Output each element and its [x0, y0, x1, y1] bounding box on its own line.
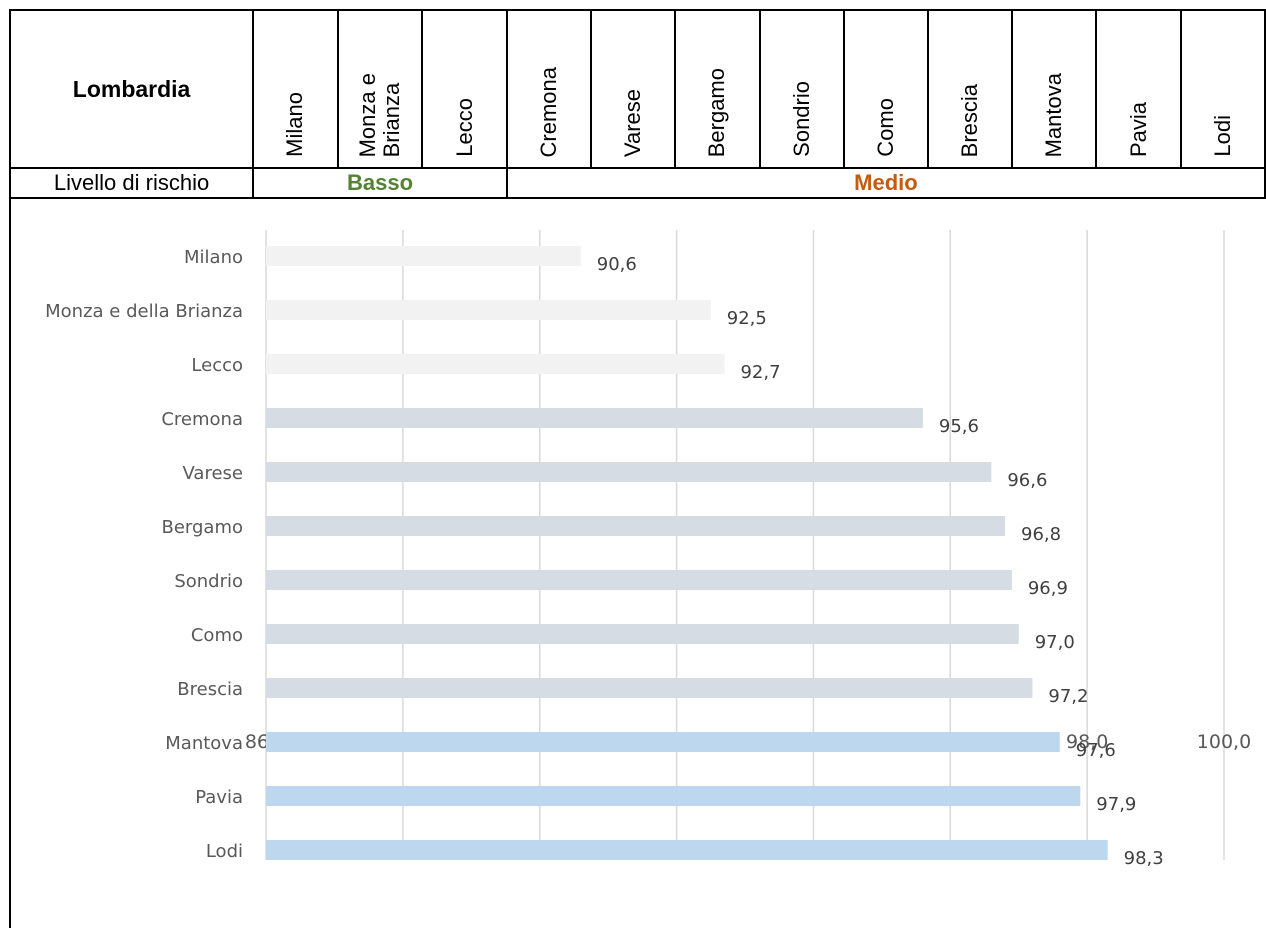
category-label: Mantova: [165, 733, 243, 754]
province-header: Mantova: [1011, 9, 1098, 169]
bar: [266, 462, 992, 482]
province-label: Como: [872, 98, 898, 157]
province-header: Pavia: [1095, 9, 1182, 169]
x-tick-label: 100,0: [1197, 731, 1251, 753]
province-label: Milano: [282, 92, 308, 157]
bar: [266, 408, 923, 428]
bar: [266, 732, 1060, 752]
province-label: Brescia: [957, 83, 983, 157]
risk-row-label: Livello di rischio: [8, 167, 255, 199]
province-header: Cremona: [505, 9, 593, 169]
category-label: Lodi: [206, 841, 243, 862]
province-label: Lodi: [1209, 115, 1235, 157]
bar: [266, 624, 1019, 644]
risk-level-row: Livello di rischio Basso Medio: [8, 167, 1266, 199]
province-header: Bergamo: [674, 9, 761, 169]
bar: [266, 570, 1012, 590]
risk-level-low: Basso: [252, 167, 508, 199]
province-label: Lecco: [451, 98, 477, 157]
province-label: Cremona: [536, 66, 561, 157]
category-label: Lecco: [191, 355, 243, 376]
bar: [266, 678, 1033, 698]
bar: [266, 354, 725, 374]
province-header: Sondrio: [758, 9, 845, 169]
value-label: 95,6: [939, 416, 979, 437]
province-label: Bergamo: [704, 67, 730, 157]
province-label: Mantova: [1041, 72, 1067, 157]
risk-table-container: Lombardia Milano Monza e Brianza Lecco C…: [8, 9, 1266, 199]
bar: [266, 840, 1108, 860]
bar: [266, 786, 1081, 806]
risk-level-medium: Medio: [505, 167, 1266, 199]
category-label: Sondrio: [174, 571, 243, 592]
chart-frame: 86,088,090,092,094,096,098,0100,0Milano9…: [9, 197, 1266, 928]
province-label: Monza e Brianza: [355, 72, 405, 157]
value-label: 97,9: [1096, 794, 1136, 815]
value-label: 96,8: [1021, 524, 1061, 545]
value-label: 92,7: [740, 362, 780, 383]
bar: [266, 246, 581, 266]
category-label: Varese: [183, 463, 243, 484]
x-tick-label: 98,0: [1066, 731, 1108, 753]
province-header: Como: [842, 9, 929, 169]
province-header: Monza e Brianza: [336, 9, 424, 169]
province-header: Varese: [590, 9, 677, 169]
province-label: Pavia: [1125, 101, 1151, 157]
bar: [266, 516, 1006, 536]
province-header: Milano: [252, 9, 339, 169]
category-label: Brescia: [177, 679, 243, 700]
region-name: Lombardia: [8, 9, 255, 169]
category-label: Cremona: [161, 409, 243, 430]
province-label: Sondrio: [788, 81, 814, 157]
bar: [266, 300, 711, 320]
value-label: 98,3: [1124, 848, 1164, 869]
category-label: Como: [191, 625, 243, 646]
category-label: Monza e della Brianza: [45, 301, 243, 322]
province-header: Brescia: [926, 9, 1014, 169]
value-label: 92,5: [727, 308, 767, 329]
value-label: 97,6: [1076, 740, 1116, 761]
province-label: Varese: [620, 88, 646, 157]
province-header-row: Lombardia Milano Monza e Brianza Lecco C…: [8, 9, 1266, 169]
province-header: Lodi: [1179, 9, 1266, 169]
value-label: 97,2: [1048, 686, 1088, 707]
province-header: Lecco: [421, 9, 508, 169]
value-label: 96,9: [1028, 578, 1068, 599]
risk-table: Lombardia Milano Monza e Brianza Lecco C…: [8, 9, 1266, 199]
category-label: Pavia: [195, 787, 243, 808]
value-label: 90,6: [597, 254, 637, 275]
bar-chart: 86,088,090,092,094,096,098,0100,0Milano9…: [45, 230, 1251, 869]
value-label: 97,0: [1035, 632, 1075, 653]
category-label: Bergamo: [161, 517, 243, 538]
value-label: 96,6: [1007, 470, 1047, 491]
category-label: Milano: [184, 247, 243, 268]
